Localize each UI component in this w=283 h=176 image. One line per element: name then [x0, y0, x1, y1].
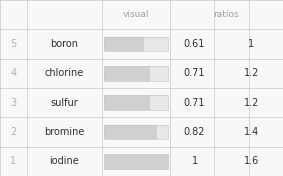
Text: 0.82: 0.82 [184, 127, 205, 137]
Text: 1.6: 1.6 [244, 156, 259, 166]
Text: ratios: ratios [214, 10, 239, 19]
Text: sulfur: sulfur [50, 98, 78, 108]
Text: 4: 4 [10, 68, 16, 78]
Text: 1: 1 [10, 156, 16, 166]
Text: 1.2: 1.2 [243, 68, 259, 78]
Text: 0.71: 0.71 [184, 68, 205, 78]
Bar [104, 154, 168, 169]
Bar [156, 125, 168, 139]
Text: chlorine: chlorine [45, 68, 84, 78]
Text: 0.71: 0.71 [184, 98, 205, 108]
Bar [143, 37, 168, 51]
Text: 1.2: 1.2 [243, 98, 259, 108]
Text: 2: 2 [10, 127, 17, 137]
Bar [104, 125, 168, 139]
Text: 1.4: 1.4 [244, 127, 259, 137]
Text: 1: 1 [248, 39, 254, 49]
Text: 5: 5 [10, 39, 17, 49]
Text: bromine: bromine [44, 127, 85, 137]
Text: 1: 1 [192, 156, 198, 166]
Text: iodine: iodine [50, 156, 79, 166]
Bar [104, 95, 168, 110]
Bar [149, 66, 168, 81]
Text: 0.61: 0.61 [184, 39, 205, 49]
Bar [104, 37, 168, 51]
Text: visual: visual [123, 10, 149, 19]
Text: boron: boron [50, 39, 78, 49]
Bar [104, 95, 149, 110]
Bar [104, 66, 149, 81]
Bar [104, 37, 143, 51]
Text: 3: 3 [10, 98, 16, 108]
Bar [104, 125, 156, 139]
Bar [149, 95, 168, 110]
Bar [104, 66, 168, 81]
